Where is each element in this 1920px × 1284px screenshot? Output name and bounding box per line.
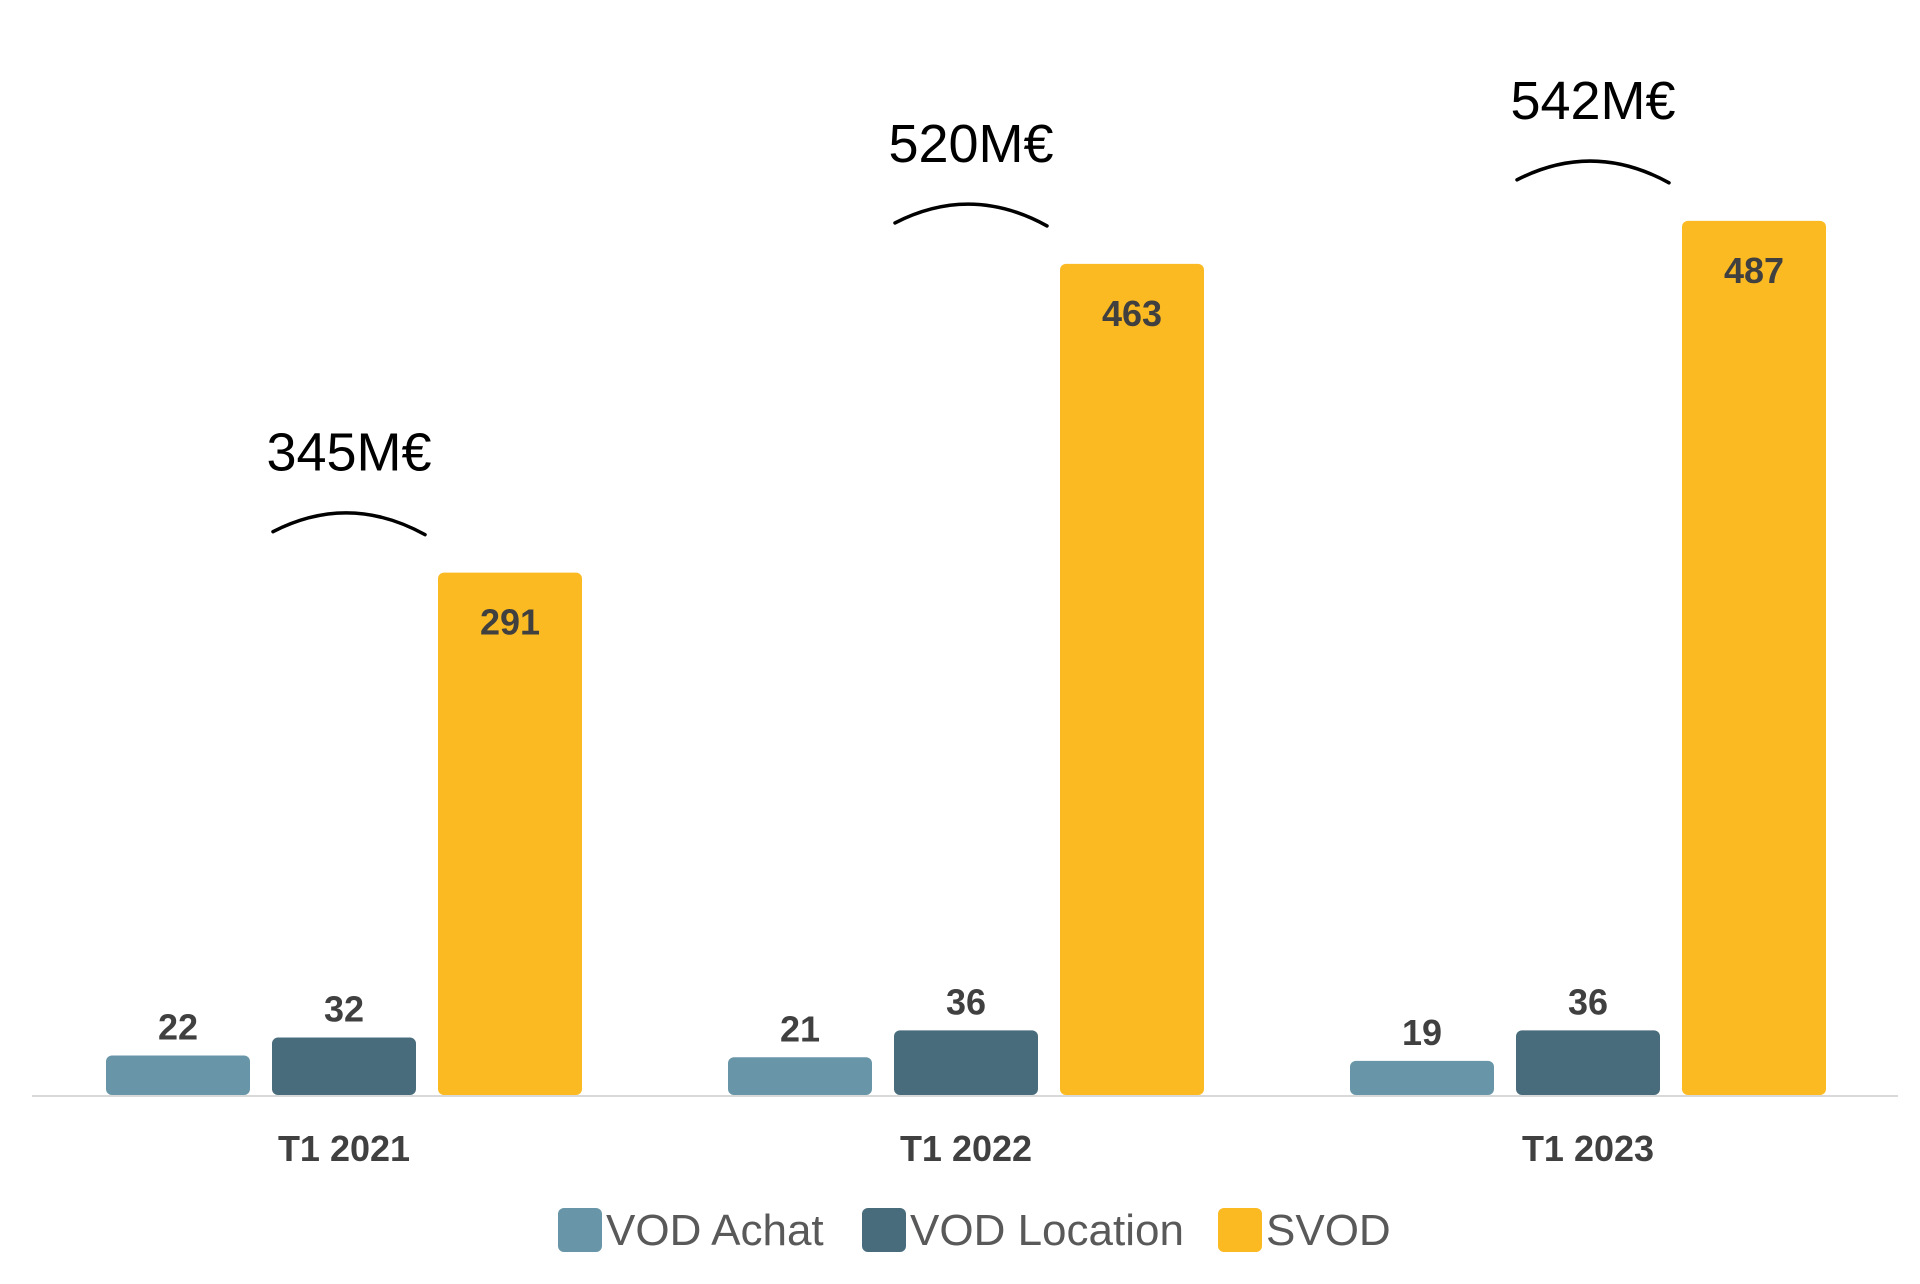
total-bracket-0 [271, 511, 427, 537]
data-label-svod-t1-2021: 291 [480, 602, 540, 643]
total-label-2: 542M€ [1510, 71, 1675, 131]
total-bracket-2 [1515, 159, 1671, 185]
bar-vod-achat-t1-2022 [728, 1057, 872, 1095]
data-label-vod-location-t1-2021: 32 [324, 989, 364, 1030]
legend-label-vod-location: VOD Location [910, 1206, 1184, 1255]
bar-vod-achat-t1-2021 [106, 1055, 250, 1095]
data-label-vod-achat-t1-2022: 21 [780, 1008, 820, 1049]
data-label-vod-achat-t1-2021: 22 [158, 1007, 198, 1048]
data-label-svod-t1-2022: 463 [1102, 293, 1162, 334]
total-label-0: 345M€ [266, 423, 431, 483]
legend-label-svod: SVOD [1266, 1206, 1391, 1255]
data-label-vod-location-t1-2022: 36 [946, 981, 986, 1022]
data-label-svod-t1-2023: 487 [1724, 250, 1784, 291]
category-label-0: T1 2021 [278, 1128, 410, 1169]
bar-vod-achat-t1-2023 [1350, 1060, 1494, 1095]
legend-swatch-vod-location [862, 1208, 906, 1252]
legend-label-vod-achat: VOD Achat [606, 1206, 824, 1255]
bar-vod-location-t1-2021 [272, 1037, 416, 1095]
total-bracket-1 [893, 202, 1049, 228]
total-label-1: 520M€ [888, 114, 1053, 174]
legend-swatch-svod [1218, 1208, 1262, 1252]
category-label-2: T1 2023 [1522, 1128, 1654, 1169]
category-label-1: T1 2022 [900, 1128, 1032, 1169]
bar-vod-location-t1-2023 [1516, 1030, 1660, 1095]
bar-svod-t1-2023 [1682, 220, 1826, 1095]
data-label-vod-location-t1-2023: 36 [1568, 981, 1608, 1022]
bar-vod-location-t1-2022 [894, 1030, 1038, 1095]
bar-svod-t1-2021 [438, 572, 582, 1095]
bar-svod-t1-2022 [1060, 263, 1204, 1095]
data-label-vod-achat-t1-2023: 19 [1402, 1012, 1442, 1053]
legend-swatch-vod-achat [558, 1208, 602, 1252]
